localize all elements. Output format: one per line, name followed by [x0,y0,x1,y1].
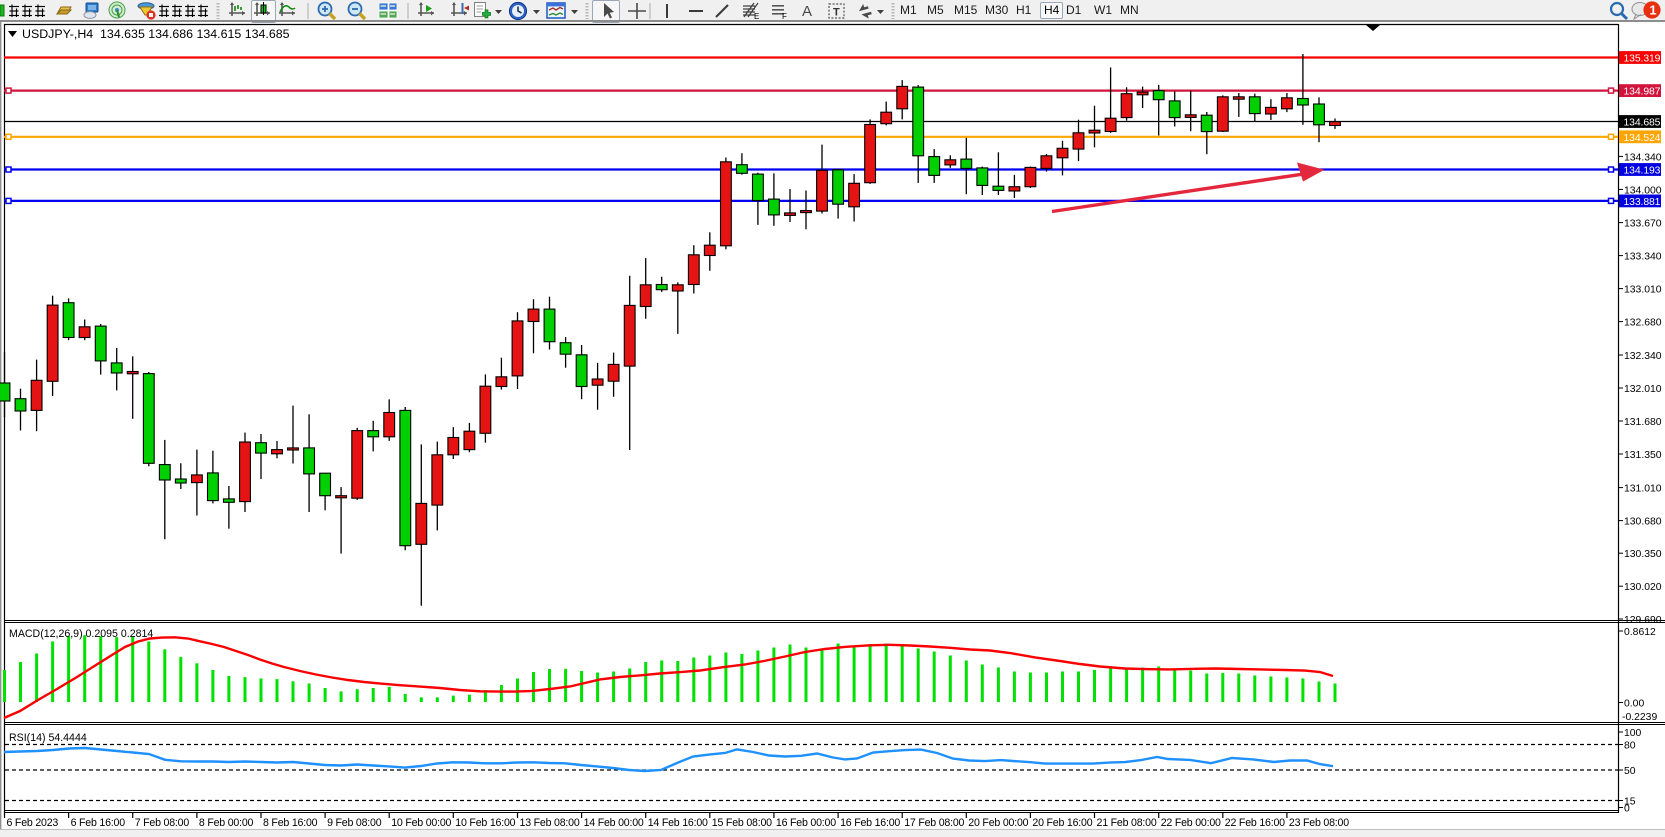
svg-text:0.00: 0.00 [1624,699,1644,710]
svg-text:0.8612: 0.8612 [1624,627,1656,638]
svg-text:20 Feb 16:00: 20 Feb 16:00 [1032,817,1092,829]
svg-text:50: 50 [1624,766,1636,777]
svg-text:23 Feb 08:00: 23 Feb 08:00 [1289,817,1349,829]
svg-text:131.010: 131.010 [1624,484,1662,495]
svg-text:7 Feb 08:00: 7 Feb 08:00 [135,817,190,829]
svg-text:131.680: 131.680 [1624,417,1662,428]
svg-text:15: 15 [1624,797,1636,808]
svg-text:130.350: 130.350 [1624,549,1662,560]
svg-text:16 Feb 00:00: 16 Feb 00:00 [776,817,836,829]
svg-text:134.000: 134.000 [1624,185,1662,196]
svg-text:15 Feb 08:00: 15 Feb 08:00 [712,817,772,829]
svg-text:10 Feb 16:00: 10 Feb 16:00 [455,817,515,829]
svg-text:134.193: 134.193 [1624,166,1661,177]
svg-text:133.881: 133.881 [1624,197,1661,208]
svg-text:131.350: 131.350 [1624,450,1662,461]
svg-text:9 Feb 08:00: 9 Feb 08:00 [327,817,382,829]
svg-text:134.987: 134.987 [1624,87,1661,98]
svg-text:F: F [782,12,787,21]
svg-text:134.340: 134.340 [1624,152,1662,163]
svg-text:-0.2239: -0.2239 [1622,712,1657,723]
svg-text:133.340: 133.340 [1624,252,1662,263]
svg-text:133.010: 133.010 [1624,285,1662,296]
svg-text:13 Feb 08:00: 13 Feb 08:00 [520,817,580,829]
svg-text:A: A [802,3,812,20]
svg-text:100: 100 [1624,728,1642,739]
svg-text:14 Feb 00:00: 14 Feb 00:00 [584,817,644,829]
svg-text:21 Feb 08:00: 21 Feb 08:00 [1097,817,1157,829]
svg-text:14 Feb 16:00: 14 Feb 16:00 [648,817,708,829]
svg-text:135.319: 135.319 [1624,54,1661,65]
svg-text:T: T [833,7,840,19]
svg-text:16 Feb 16:00: 16 Feb 16:00 [840,817,900,829]
svg-text:8 Feb 00:00: 8 Feb 00:00 [199,817,254,829]
svg-text:134.524: 134.524 [1624,133,1661,144]
svg-text:134.685: 134.685 [1624,118,1661,129]
svg-text:6 Feb 2023: 6 Feb 2023 [7,817,59,829]
svg-text:132.680: 132.680 [1624,318,1662,329]
svg-text:22 Feb 16:00: 22 Feb 16:00 [1225,817,1285,829]
svg-text:1: 1 [1649,3,1656,18]
svg-text:6 Feb 16:00: 6 Feb 16:00 [71,817,126,829]
svg-text:80: 80 [1624,741,1636,752]
svg-text:130.020: 130.020 [1624,582,1662,593]
svg-text:17 Feb 08:00: 17 Feb 08:00 [904,817,964,829]
svg-text:RSI(14) 54.4444: RSI(14) 54.4444 [9,732,87,744]
svg-text:E: E [754,12,759,21]
svg-text:133.670: 133.670 [1624,219,1662,230]
svg-text:130.680: 130.680 [1624,517,1662,528]
svg-text:22 Feb 00:00: 22 Feb 00:00 [1161,817,1221,829]
svg-text:129.690: 129.690 [1624,615,1662,626]
svg-text:8 Feb 16:00: 8 Feb 16:00 [263,817,318,829]
svg-text:10 Feb 00:00: 10 Feb 00:00 [391,817,451,829]
svg-text:MACD(12,26,9) 0.2095 0.2814: MACD(12,26,9) 0.2095 0.2814 [9,628,153,640]
svg-text:20 Feb 00:00: 20 Feb 00:00 [968,817,1028,829]
svg-text:132.340: 132.340 [1624,351,1662,362]
svg-text:132.010: 132.010 [1624,384,1662,395]
svg-text:0: 0 [1624,804,1630,815]
svg-text:USDJPY-,H4 134.635 134.686 13: USDJPY-,H4 134.635 134.686 134.615 134.6… [22,27,290,41]
